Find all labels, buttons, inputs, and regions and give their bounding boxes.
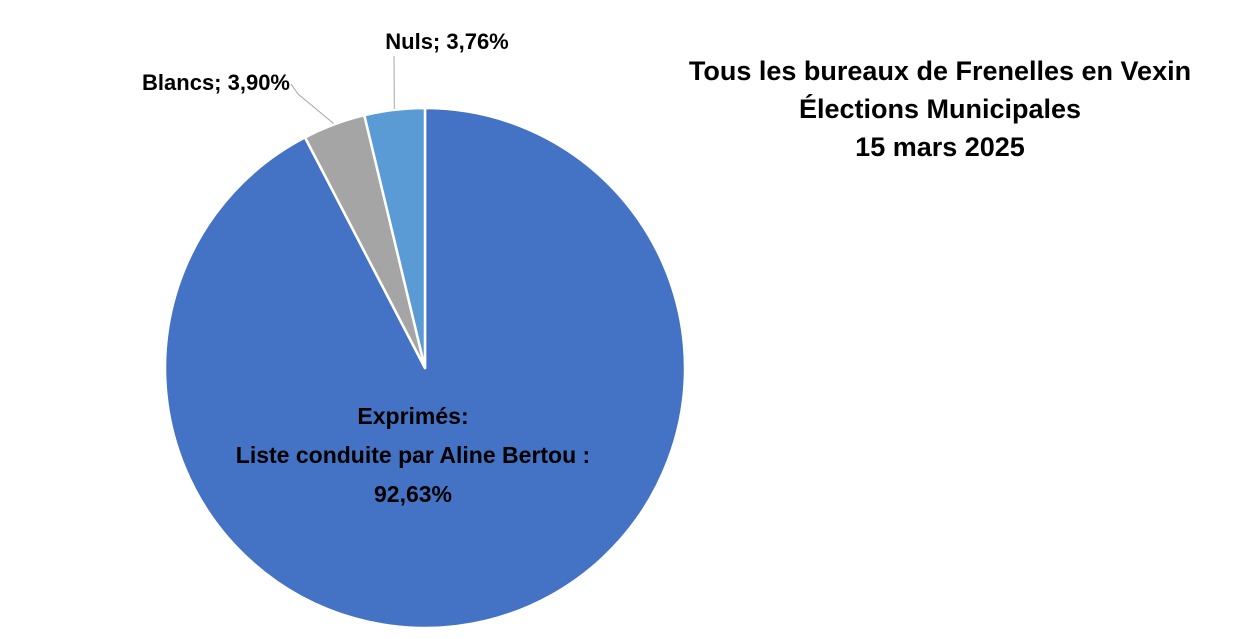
chart-title-line2: Élections Municipales [798,94,1082,124]
leader-line-blancs [290,83,334,124]
slice-label-nuls: Nuls; 3,76% [385,29,509,54]
chart-title: Tous les bureaux de Frenelles en Vexin É… [640,52,1240,166]
slice-label-blancs: Blancs; 3,90% [142,70,290,95]
slice-label-exprimes-line3: 92,63% [374,481,452,507]
chart-title-line1: Tous les bureaux de Frenelles en Vexin [688,56,1192,86]
slice-labels: Exprimés: Liste conduite par Aline Berto… [142,29,590,507]
pie-slice-nuls [363,106,427,370]
leader-lines [290,55,395,124]
chart-title-line3: 15 mars 2025 [855,132,1025,162]
pie-slices [163,106,687,630]
slice-label-exprimes-line1: Exprimés: [357,403,468,429]
slice-label-exprimes-line2: Liste conduite par Aline Bertou : [236,442,590,468]
